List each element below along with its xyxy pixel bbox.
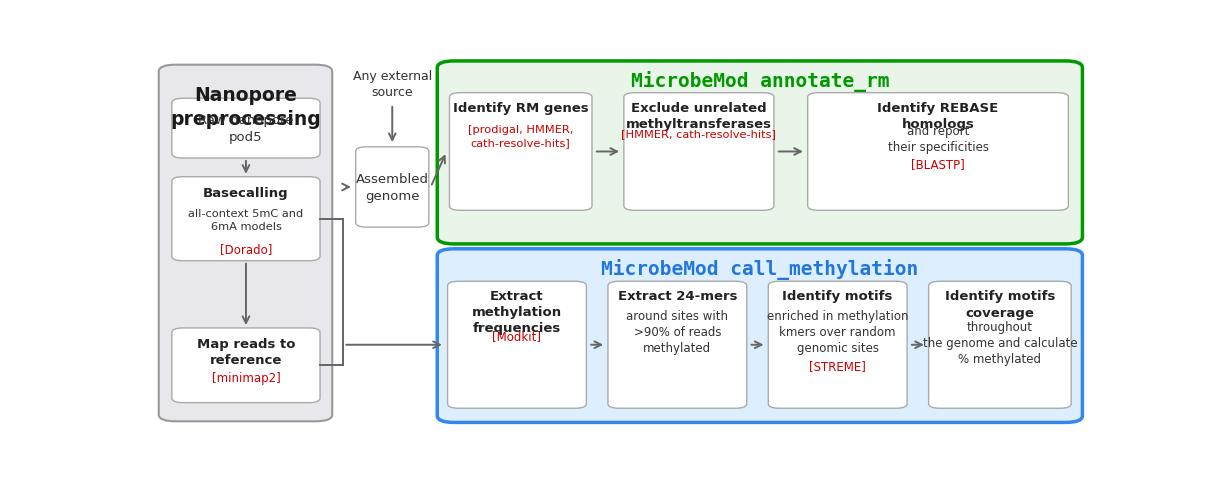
FancyBboxPatch shape: [768, 282, 908, 408]
FancyBboxPatch shape: [437, 249, 1083, 423]
Text: throughout
the genome and calculate
% methylated: throughout the genome and calculate % me…: [922, 321, 1077, 366]
Text: enriched in methylation
kmers over random
genomic sites: enriched in methylation kmers over rando…: [767, 310, 909, 355]
Text: [minimap2]: [minimap2]: [212, 371, 281, 384]
Text: Identify motifs: Identify motifs: [783, 290, 893, 303]
Text: Identify RM genes: Identify RM genes: [453, 102, 588, 115]
Text: Any external
source: Any external source: [352, 70, 432, 99]
FancyBboxPatch shape: [448, 282, 587, 408]
Text: [Modkit]: [Modkit]: [492, 330, 541, 342]
FancyBboxPatch shape: [172, 177, 319, 261]
FancyBboxPatch shape: [356, 148, 428, 227]
Text: [BLASTP]: [BLASTP]: [911, 158, 964, 170]
Text: Raw nanopore
pod5: Raw nanopore pod5: [198, 114, 294, 144]
FancyBboxPatch shape: [928, 282, 1071, 408]
Text: and report
their specificities: and report their specificities: [887, 125, 989, 154]
Text: Extract
methylation
frequencies: Extract methylation frequencies: [472, 290, 561, 335]
FancyBboxPatch shape: [172, 328, 319, 403]
Text: coverage: coverage: [966, 306, 1035, 319]
Text: [prodigal, HMMER,
cath-resolve-hits]: [prodigal, HMMER, cath-resolve-hits]: [468, 125, 574, 148]
FancyBboxPatch shape: [624, 93, 774, 211]
Text: [HMMER, cath-resolve-hits]: [HMMER, cath-resolve-hits]: [622, 129, 777, 139]
Text: all-context 5mC and
6mA models: all-context 5mC and 6mA models: [189, 209, 304, 231]
FancyBboxPatch shape: [437, 62, 1083, 244]
Text: MicrobeMod annotate_rm: MicrobeMod annotate_rm: [630, 71, 889, 92]
Text: Basecalling: Basecalling: [203, 187, 289, 199]
FancyBboxPatch shape: [449, 93, 592, 211]
FancyBboxPatch shape: [172, 99, 319, 159]
FancyBboxPatch shape: [607, 282, 747, 408]
Text: [Dorado]: [Dorado]: [220, 242, 272, 256]
Text: Exclude unrelated
methyltransferases: Exclude unrelated methyltransferases: [626, 102, 772, 131]
Text: around sites with
>90% of reads
methylated: around sites with >90% of reads methylat…: [627, 310, 728, 355]
Text: Nanopore
preprocessing: Nanopore preprocessing: [171, 86, 321, 128]
Text: Extract 24-mers: Extract 24-mers: [617, 290, 737, 303]
Text: MicrobeMod call_methylation: MicrobeMod call_methylation: [601, 258, 918, 280]
Text: Identify REBASE
homologs: Identify REBASE homologs: [877, 102, 998, 131]
Text: Map reads to
reference: Map reads to reference: [197, 338, 295, 366]
FancyBboxPatch shape: [159, 65, 333, 422]
Text: Assembled
genome: Assembled genome: [356, 173, 428, 203]
FancyBboxPatch shape: [808, 93, 1068, 211]
Text: [STREME]: [STREME]: [809, 359, 866, 372]
Text: Identify motifs: Identify motifs: [945, 290, 1055, 303]
